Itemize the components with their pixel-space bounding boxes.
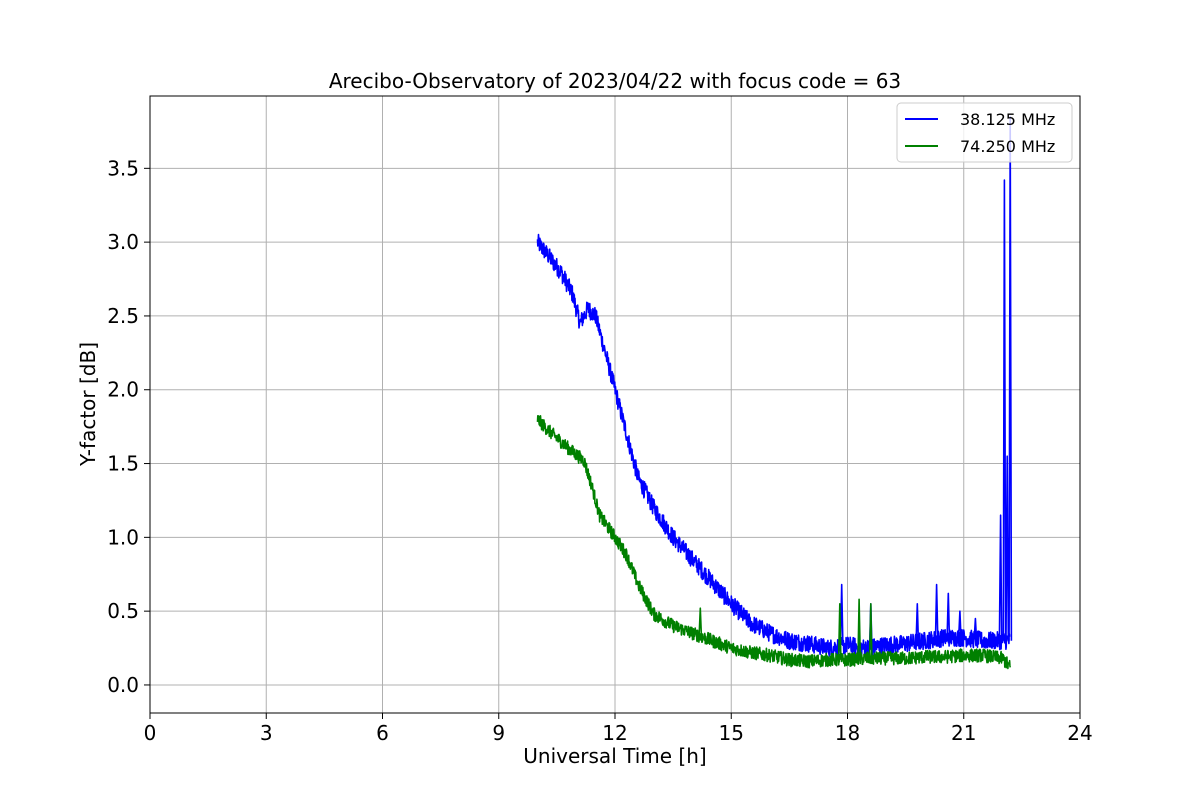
y-tick-label: 1.0 [107,525,139,549]
x-tick-label: 0 [144,721,157,745]
x-tick-label: 21 [951,721,976,745]
y-tick-label: 0.5 [107,599,139,623]
y-tick-label: 2.0 [107,378,139,402]
legend-label-74mhz: 74.250 MHz [960,137,1055,156]
plot-area [536,115,1013,670]
x-tick-label: 12 [602,721,627,745]
y-tick-label: 1.5 [107,452,139,476]
legend: 38.125 MHz 74.250 MHz [896,102,1073,163]
y-tick-label: 2.5 [107,304,139,328]
y-tick-label: 3.0 [107,230,139,254]
series-layer [536,115,1013,670]
x-tick-label: 9 [492,721,505,745]
chart-title: Arecibo-Observatory of 2023/04/22 with f… [329,69,901,93]
y-tick-label: 3.5 [107,156,139,180]
legend-label-38mhz: 38.125 MHz [960,110,1055,129]
x-tick-label: 3 [260,721,273,745]
axis-ticks: 0 3 6 9 12 15 18 21 24 0.0 0.5 1.0 1.5 2.0 2.5 3.0 3.5 [107,156,1093,745]
legend-box [896,102,1073,163]
series-line-1 [536,415,1011,670]
y-axis-label: Y-factor [dB] [76,342,100,467]
x-tick-label: 15 [719,721,744,745]
x-tick-label: 6 [376,721,389,745]
x-tick-label: 24 [1067,721,1092,745]
x-tick-label: 18 [835,721,860,745]
y-tick-label: 0.0 [107,673,139,697]
x-axis-label: Universal Time [h] [523,744,706,768]
